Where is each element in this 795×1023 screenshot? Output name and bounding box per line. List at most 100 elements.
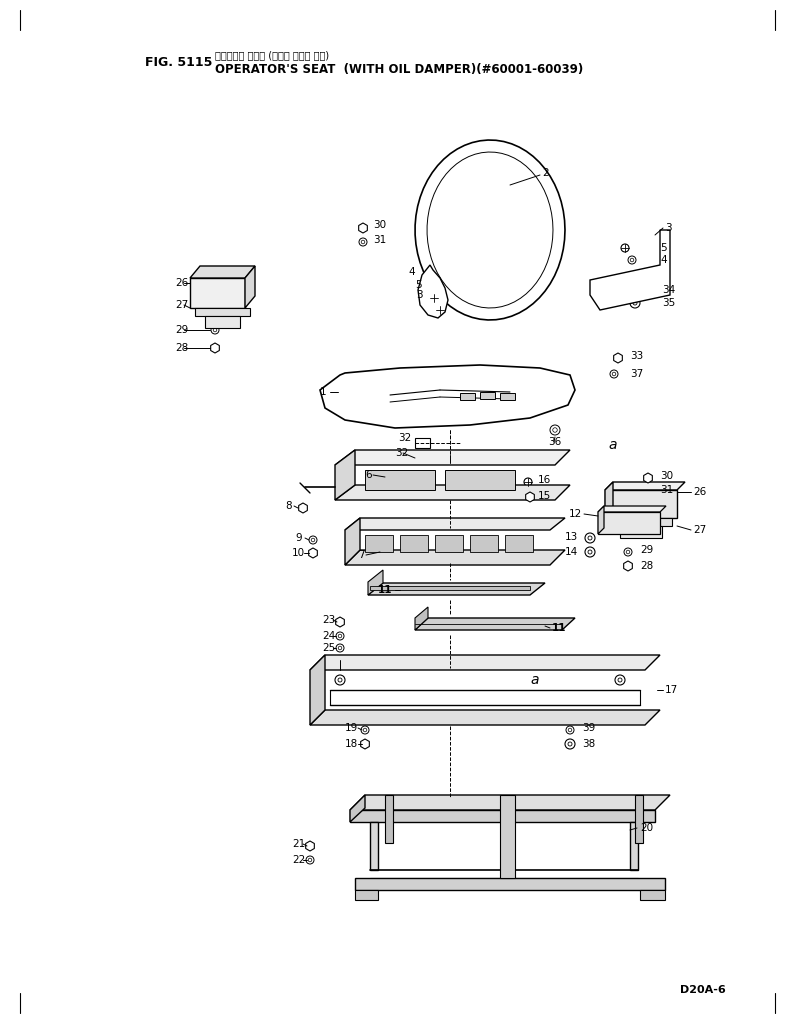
Polygon shape: [310, 655, 325, 725]
Text: 28: 28: [175, 343, 188, 353]
Text: 26: 26: [175, 278, 188, 288]
Text: 25: 25: [322, 643, 335, 653]
Text: 5: 5: [415, 280, 421, 290]
Text: 26: 26: [693, 487, 706, 497]
Text: 11: 11: [552, 623, 567, 633]
Text: オペレータ シート (オイル ダンパ 付き): オペレータ シート (オイル ダンパ 付き): [215, 50, 329, 60]
Polygon shape: [644, 473, 653, 483]
Polygon shape: [605, 482, 613, 518]
Text: 27: 27: [175, 300, 188, 310]
Text: a: a: [530, 673, 538, 687]
Polygon shape: [335, 485, 570, 500]
Polygon shape: [598, 512, 660, 534]
Polygon shape: [640, 890, 665, 900]
Text: FIG. 5115: FIG. 5115: [145, 55, 212, 69]
Text: 12: 12: [568, 509, 582, 519]
Polygon shape: [310, 655, 660, 670]
Polygon shape: [630, 822, 638, 870]
Polygon shape: [350, 795, 365, 822]
Text: 7: 7: [358, 550, 365, 560]
Text: 30: 30: [660, 471, 673, 481]
Polygon shape: [335, 450, 570, 465]
Text: 31: 31: [373, 235, 386, 244]
Polygon shape: [350, 795, 670, 810]
Polygon shape: [635, 795, 643, 843]
Polygon shape: [320, 365, 575, 428]
Polygon shape: [365, 470, 435, 490]
Polygon shape: [211, 343, 219, 353]
Text: 15: 15: [538, 491, 551, 501]
Polygon shape: [620, 526, 662, 538]
Polygon shape: [415, 618, 575, 630]
Text: 6: 6: [365, 470, 371, 480]
Polygon shape: [460, 393, 475, 400]
Text: 4: 4: [660, 255, 667, 265]
Text: 3: 3: [665, 223, 672, 233]
Polygon shape: [385, 795, 393, 843]
Text: 28: 28: [640, 561, 653, 571]
Text: 17: 17: [665, 685, 678, 695]
Polygon shape: [305, 841, 314, 851]
Text: 24: 24: [322, 631, 335, 641]
Text: 32: 32: [395, 448, 409, 458]
Polygon shape: [355, 878, 665, 890]
Polygon shape: [299, 503, 308, 513]
Polygon shape: [400, 535, 428, 552]
Text: 39: 39: [582, 723, 595, 733]
Text: 4: 4: [408, 267, 415, 277]
Text: 3: 3: [416, 290, 423, 300]
Polygon shape: [623, 561, 632, 571]
Polygon shape: [500, 795, 515, 878]
Text: 11: 11: [378, 585, 393, 595]
Polygon shape: [605, 490, 677, 518]
Polygon shape: [500, 393, 515, 400]
Text: 18: 18: [345, 739, 359, 749]
Polygon shape: [480, 392, 495, 399]
Polygon shape: [470, 535, 498, 552]
Polygon shape: [435, 535, 463, 552]
Text: 31: 31: [660, 485, 673, 495]
Polygon shape: [525, 492, 534, 502]
Text: 36: 36: [548, 437, 561, 447]
Polygon shape: [355, 890, 378, 900]
Polygon shape: [335, 450, 355, 500]
Polygon shape: [345, 550, 565, 565]
Polygon shape: [190, 278, 245, 308]
Text: 32: 32: [398, 433, 411, 443]
Text: 14: 14: [564, 547, 578, 557]
Polygon shape: [205, 316, 240, 328]
Text: 27: 27: [693, 525, 706, 535]
Text: 5: 5: [660, 243, 667, 253]
Polygon shape: [415, 438, 430, 448]
Text: 1: 1: [320, 387, 327, 397]
Polygon shape: [245, 266, 255, 308]
Polygon shape: [345, 518, 565, 530]
Text: D20A-6: D20A-6: [680, 985, 726, 995]
Text: 34: 34: [662, 285, 675, 295]
Text: 29: 29: [175, 325, 188, 335]
Text: 37: 37: [630, 369, 643, 379]
Text: 16: 16: [538, 475, 551, 485]
Polygon shape: [345, 518, 360, 565]
Text: 10: 10: [292, 548, 305, 558]
Polygon shape: [590, 230, 670, 310]
Polygon shape: [610, 518, 672, 526]
Polygon shape: [368, 570, 383, 595]
Text: 9: 9: [295, 533, 301, 543]
Polygon shape: [365, 535, 393, 552]
Text: 20: 20: [640, 822, 653, 833]
Polygon shape: [368, 583, 545, 595]
Polygon shape: [614, 353, 622, 363]
Polygon shape: [418, 265, 448, 318]
Text: 38: 38: [582, 739, 595, 749]
Text: 23: 23: [322, 615, 335, 625]
Polygon shape: [350, 810, 655, 822]
Polygon shape: [370, 586, 530, 590]
Polygon shape: [370, 822, 378, 870]
Polygon shape: [359, 223, 367, 233]
Text: 19: 19: [345, 723, 359, 733]
Polygon shape: [195, 308, 250, 316]
Text: 13: 13: [564, 532, 578, 542]
Polygon shape: [190, 266, 255, 278]
Text: 21: 21: [292, 839, 305, 849]
